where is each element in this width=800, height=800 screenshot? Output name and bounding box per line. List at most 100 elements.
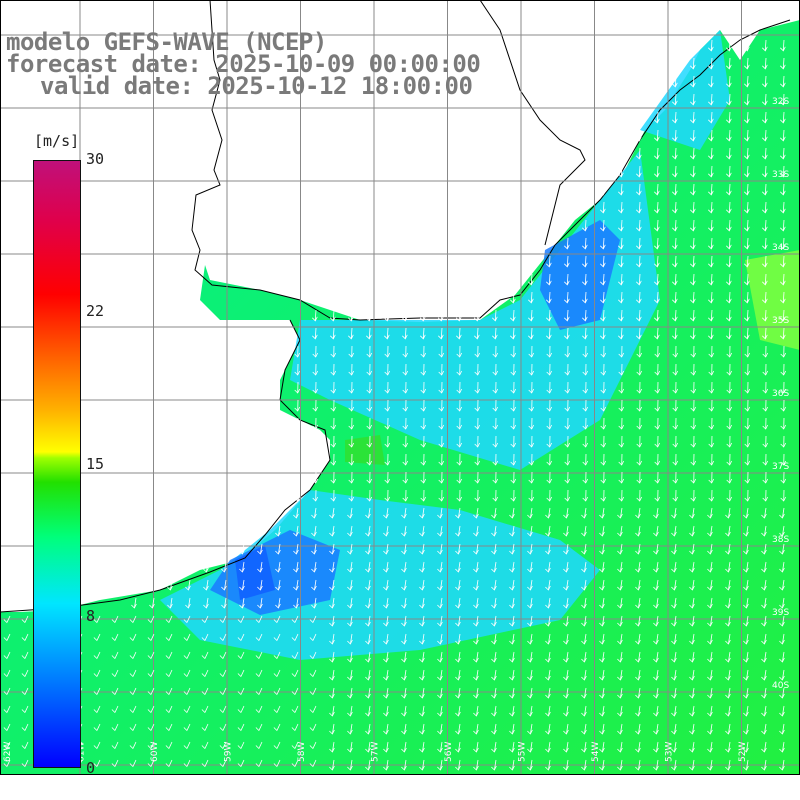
wind-arrow bbox=[309, 741, 317, 750]
wind-arrow bbox=[762, 129, 768, 142]
wind-arrow bbox=[419, 759, 425, 771]
wind-arrow bbox=[762, 453, 769, 466]
wind-arrow bbox=[726, 381, 733, 394]
wind-arrow bbox=[708, 417, 715, 430]
wind-arrow bbox=[599, 669, 605, 681]
wind-arrow bbox=[761, 579, 767, 591]
wind-arrow bbox=[402, 345, 409, 358]
wind-arrow bbox=[509, 543, 515, 555]
wind-arrow bbox=[654, 57, 660, 70]
wind-arrow bbox=[347, 525, 353, 537]
wind-arrow bbox=[672, 147, 678, 160]
wind-arrow bbox=[329, 741, 335, 753]
wind-arrow bbox=[201, 651, 209, 660]
wind-arrow bbox=[348, 399, 355, 412]
wind-arrow bbox=[527, 579, 533, 591]
wind-arrow bbox=[726, 201, 732, 214]
wind-arrow bbox=[330, 489, 337, 502]
wind-arrow bbox=[473, 669, 479, 681]
wind-arrow bbox=[780, 201, 786, 214]
wind-arrow bbox=[780, 147, 786, 160]
wind-arrow bbox=[672, 201, 678, 214]
wind-arrow bbox=[600, 363, 607, 376]
wind-arrow bbox=[419, 669, 425, 681]
wind-arrow bbox=[527, 741, 533, 753]
wind-arrow bbox=[3, 633, 11, 642]
wind-arrow bbox=[654, 147, 660, 160]
wind-arrow bbox=[456, 471, 463, 484]
wind-arrow bbox=[762, 147, 768, 160]
wind-arrow bbox=[455, 651, 461, 663]
wind-arrow bbox=[599, 597, 605, 609]
wind-arrow bbox=[726, 417, 733, 430]
wind-arrow bbox=[762, 381, 769, 394]
wind-arrow bbox=[726, 291, 732, 304]
wind-arrow bbox=[347, 759, 353, 771]
wind-arrow bbox=[600, 201, 606, 214]
wind-arrow bbox=[3, 615, 11, 624]
wind-arrow bbox=[581, 687, 587, 699]
wind-arrow bbox=[311, 561, 317, 573]
wind-arrow bbox=[744, 453, 751, 466]
wind-arrow bbox=[690, 147, 696, 160]
wind-arrow bbox=[93, 741, 101, 750]
wind-arrow bbox=[366, 345, 373, 358]
wind-arrow bbox=[618, 147, 624, 160]
wind-arrow bbox=[581, 633, 587, 645]
wind-arrow bbox=[744, 39, 750, 52]
wind-arrow bbox=[582, 219, 588, 232]
wind-arrow bbox=[672, 75, 678, 88]
wind-arrow bbox=[636, 147, 642, 160]
wind-arrow bbox=[726, 327, 732, 340]
wind-arrow bbox=[707, 759, 713, 771]
wind-arrow bbox=[689, 525, 695, 537]
wind-arrow bbox=[545, 579, 551, 591]
wind-arrow bbox=[653, 723, 659, 735]
wind-arrow bbox=[600, 471, 607, 484]
wind-arrow bbox=[617, 597, 623, 609]
wind-arrow bbox=[291, 759, 299, 768]
wind-arrow bbox=[384, 399, 391, 412]
wind-arrow bbox=[510, 417, 517, 430]
wind-arrow bbox=[690, 93, 696, 106]
wind-arrow bbox=[329, 579, 335, 591]
wind-arrow bbox=[239, 561, 245, 573]
wind-arrow bbox=[672, 345, 679, 358]
wind-arrow bbox=[273, 759, 281, 768]
wind-arrow bbox=[183, 723, 191, 732]
wind-arrow bbox=[273, 741, 281, 750]
wind-arrow bbox=[366, 489, 373, 502]
wind-arrow bbox=[437, 543, 443, 555]
wind-arrow bbox=[618, 399, 625, 412]
wind-arrow bbox=[291, 615, 299, 624]
wind-arrow bbox=[744, 471, 751, 484]
wind-arrow bbox=[671, 687, 677, 699]
wind-arrow bbox=[348, 489, 355, 502]
wind-arrow bbox=[689, 561, 695, 573]
wind-arrow bbox=[167, 597, 173, 609]
wind-arrow bbox=[419, 723, 425, 735]
wind-arrow bbox=[654, 363, 661, 376]
wind-arrow bbox=[636, 291, 642, 304]
wind-arrow bbox=[707, 597, 713, 609]
wind-arrow bbox=[401, 633, 407, 645]
wind-arrow bbox=[636, 219, 642, 232]
wind-arrow bbox=[545, 597, 551, 609]
wind-arrow bbox=[201, 759, 209, 768]
wind-arrow bbox=[600, 327, 606, 340]
wind-arrow bbox=[780, 363, 787, 376]
wind-arrow bbox=[582, 327, 588, 340]
wind-arrow bbox=[294, 435, 301, 448]
wind-arrow bbox=[654, 327, 660, 340]
wind-arrow bbox=[762, 309, 768, 322]
wind-arrow bbox=[726, 255, 732, 268]
wind-arrow bbox=[438, 381, 445, 394]
wind-arrow bbox=[384, 309, 390, 322]
wind-arrow bbox=[599, 615, 605, 627]
wind-arrow bbox=[509, 687, 515, 699]
wind-arrow bbox=[492, 291, 498, 304]
wind-arrow bbox=[309, 651, 317, 660]
wind-arrow bbox=[563, 723, 569, 735]
wind-arrow bbox=[582, 417, 589, 430]
wind-arrow bbox=[617, 741, 623, 753]
